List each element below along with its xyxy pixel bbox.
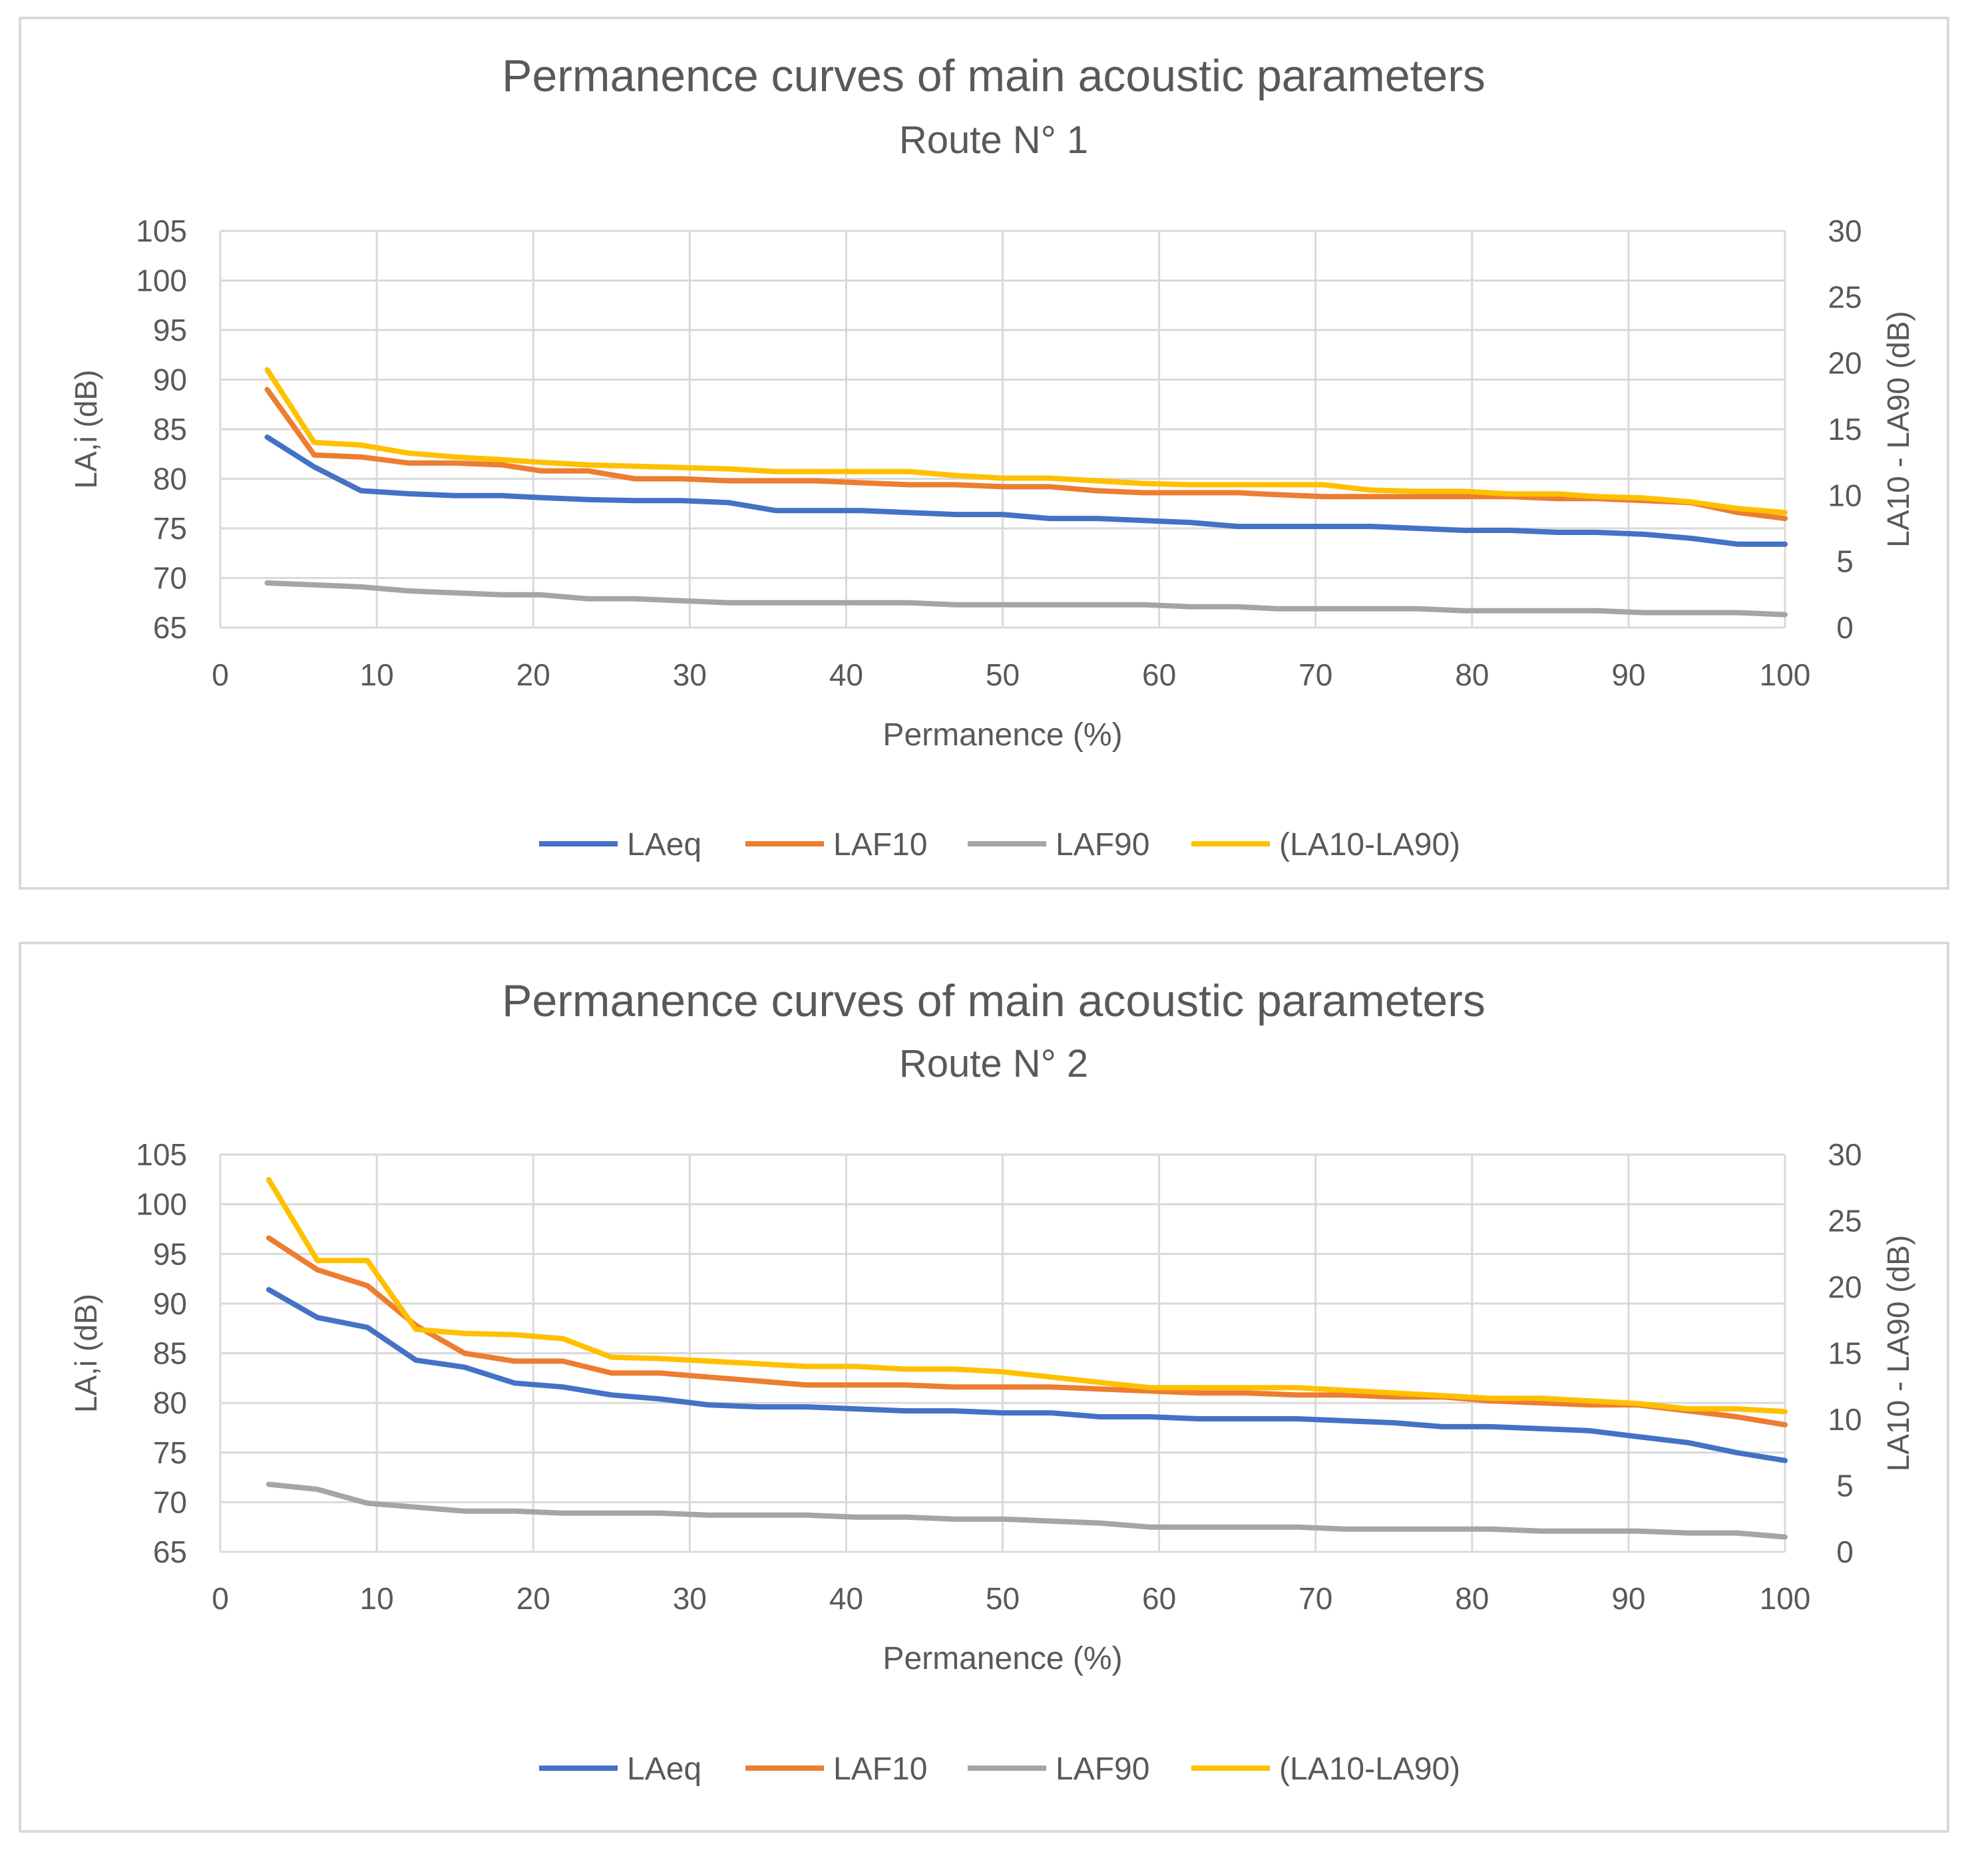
- chart-2: Permanence curves of main acoustic param…: [19, 942, 1949, 1833]
- y2-tick-label: 25: [1828, 279, 1862, 314]
- x-tick-label: 100: [1760, 1581, 1811, 1616]
- series-line-la10la90: [266, 1177, 1788, 1415]
- x-tick-label: 60: [1142, 657, 1176, 692]
- x-tick-label: 10: [360, 657, 394, 692]
- y2-tick-label: 5: [1836, 544, 1854, 579]
- x-tick-label: 70: [1298, 657, 1332, 692]
- chart-subtitle: Route N° 2: [899, 1042, 1088, 1085]
- y2-tick-label: 25: [1828, 1204, 1862, 1238]
- y2-tick-label: 10: [1828, 478, 1862, 512]
- y-tick-label: 65: [153, 610, 187, 645]
- series-line-laeq: [266, 1287, 1788, 1463]
- y-tick-label: 65: [153, 1535, 187, 1569]
- y2-tick-label: 20: [1828, 346, 1862, 381]
- y2-axis-title: LA10 - LA90 (dB): [1881, 1235, 1915, 1471]
- chart-1: Permanence curves of main acoustic param…: [19, 17, 1949, 890]
- y2-tick-label: 30: [1828, 214, 1862, 248]
- y2-axis-title: LA10 - LA90 (dB): [1881, 311, 1915, 547]
- chart-frame: [19, 17, 1949, 890]
- y-tick-label: 85: [153, 1336, 187, 1371]
- legend-label: LAeq: [627, 1752, 701, 1787]
- y-axis-title: LA,i (dB): [69, 1294, 103, 1413]
- x-tick-label: 0: [212, 657, 229, 692]
- chart-title: Permanence curves of main acoustic param…: [502, 976, 1486, 1026]
- chart-subtitle: Route N° 1: [899, 118, 1088, 162]
- x-tick-label: 80: [1455, 1581, 1489, 1616]
- x-tick-label: 20: [516, 657, 550, 692]
- x-tick-label: 70: [1298, 1581, 1332, 1616]
- x-axis-title: Permanence (%): [883, 717, 1122, 753]
- y-tick-label: 95: [153, 313, 187, 347]
- y-tick-label: 95: [153, 1236, 187, 1271]
- x-tick-label: 0: [212, 1581, 229, 1616]
- series-line-la10la90: [264, 367, 1788, 516]
- y2-tick-label: 15: [1828, 412, 1862, 447]
- x-tick-label: 30: [673, 657, 707, 692]
- y-tick-label: 75: [153, 511, 187, 546]
- legend-label: LAF90: [1056, 1752, 1149, 1787]
- x-tick-label: 100: [1760, 657, 1811, 692]
- legend-label: LAeq: [627, 827, 701, 862]
- x-tick-label: 50: [986, 1581, 1020, 1616]
- y-tick-label: 85: [153, 412, 187, 447]
- x-tick-label: 60: [1142, 1581, 1176, 1616]
- y-tick-label: 90: [153, 1286, 187, 1321]
- x-tick-label: 20: [516, 1581, 550, 1616]
- x-tick-label: 90: [1611, 657, 1645, 692]
- x-tick-label: 90: [1611, 1581, 1645, 1616]
- x-tick-label: 40: [829, 1581, 863, 1616]
- legend-label: (LA10-LA90): [1279, 1752, 1460, 1787]
- y-tick-label: 105: [136, 1137, 187, 1172]
- y-tick-label: 100: [136, 264, 187, 298]
- legend-label: LAF90: [1056, 827, 1149, 862]
- series-line-laf90: [266, 1481, 1788, 1540]
- chart-title: Permanence curves of main acoustic param…: [502, 51, 1486, 101]
- x-tick-label: 80: [1455, 657, 1489, 692]
- y2-tick-label: 30: [1828, 1137, 1862, 1172]
- legend-label: (LA10-LA90): [1279, 827, 1460, 862]
- legend-label: LAF10: [833, 1752, 927, 1787]
- y-axis-title: LA,i (dB): [69, 370, 103, 489]
- y-tick-label: 105: [136, 214, 187, 248]
- y2-tick-label: 20: [1828, 1270, 1862, 1304]
- y-tick-label: 70: [153, 1485, 187, 1519]
- x-tick-label: 50: [986, 657, 1020, 692]
- y-tick-label: 90: [153, 363, 187, 397]
- x-tick-label: 30: [673, 1581, 707, 1616]
- series-line-laf10: [266, 1235, 1788, 1427]
- series-line-laf10: [264, 387, 1788, 522]
- series-line-laeq: [264, 434, 1788, 547]
- y-tick-label: 100: [136, 1187, 187, 1222]
- y2-tick-label: 15: [1828, 1336, 1862, 1371]
- x-tick-label: 10: [360, 1581, 394, 1616]
- x-axis-title: Permanence (%): [883, 1641, 1122, 1676]
- y2-tick-label: 0: [1836, 1535, 1854, 1569]
- x-tick-label: 40: [829, 657, 863, 692]
- legend-label: LAF10: [833, 827, 927, 862]
- series-line-laf90: [264, 580, 1788, 618]
- y-tick-label: 75: [153, 1435, 187, 1470]
- y-tick-label: 70: [153, 561, 187, 596]
- y2-tick-label: 10: [1828, 1402, 1862, 1437]
- y2-tick-label: 5: [1836, 1469, 1854, 1503]
- y2-tick-label: 0: [1836, 610, 1854, 645]
- y-tick-label: 80: [153, 1386, 187, 1420]
- y-tick-label: 80: [153, 462, 187, 496]
